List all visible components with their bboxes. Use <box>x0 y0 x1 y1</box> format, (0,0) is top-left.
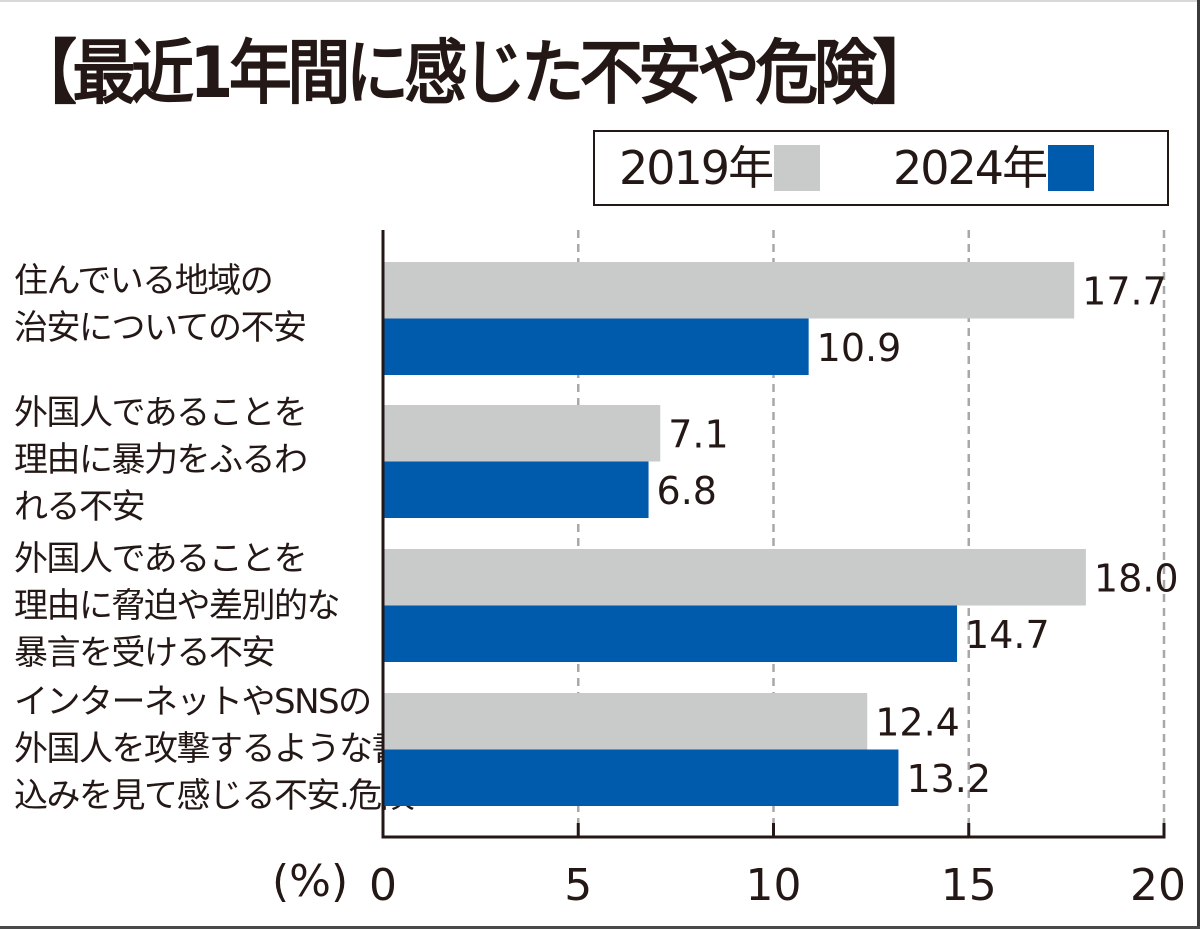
category-label-line: 外国人を攻撃するような書き <box>14 729 438 769</box>
bars: 17.7 7.1 18.0 12.4 10.9 6.8 14.7 13.2 <box>383 262 1179 806</box>
bar-2019 <box>383 405 661 462</box>
bar-2019 <box>383 549 1086 606</box>
legend: 2019年 2024年 <box>593 130 1169 206</box>
category-label-line: 理由に脅迫や差別的な <box>14 586 341 626</box>
category-label: インターネットやSNSの 外国人を攻撃するような書き 込みを見て感じる不安.危険 <box>14 679 438 820</box>
data-label: 6.8 <box>657 469 717 513</box>
legend-swatch-2019 <box>774 145 821 191</box>
category-label-line: 外国人であることを <box>14 393 308 433</box>
x-tick-label: 5 <box>564 860 592 911</box>
data-label: 13.2 <box>906 757 991 801</box>
chart-title: 【最近1年間に感じた不安や危険】 <box>14 32 935 114</box>
bar-2024 <box>383 749 899 806</box>
legend-item-2019: 2019年 <box>619 132 821 204</box>
frame-right-border <box>1197 0 1200 929</box>
data-label: 18.0 <box>1094 556 1179 600</box>
legend-label-2019: 2019年 <box>619 141 774 195</box>
category-label-line: 暴言を受ける不安 <box>14 633 276 673</box>
bar-2024 <box>383 318 809 375</box>
x-tick-label: 10 <box>746 860 802 911</box>
legend-swatch-2024 <box>1048 145 1095 191</box>
data-label: 7.1 <box>668 412 728 456</box>
bar-2019 <box>383 262 1075 319</box>
axes <box>381 230 1166 839</box>
bar-2019 <box>383 693 868 750</box>
data-label: 12.4 <box>875 700 960 744</box>
category-label: 外国人であることを 理由に暴力をふるわ れる不安 <box>14 390 374 531</box>
x-tick-label: 0 <box>369 860 397 911</box>
legend-item-2024: 2024年 <box>893 132 1095 204</box>
x-axis-unit-label: (%) <box>272 856 349 907</box>
data-label: 10.9 <box>817 326 902 370</box>
frame-bottom-border <box>0 926 1200 929</box>
category-label-line: 住んでいる地域の <box>14 261 274 301</box>
category-label-line: インターネットやSNSの <box>14 682 372 722</box>
data-label: 14.7 <box>965 613 1050 657</box>
category-label-line: 外国人であることを <box>14 539 308 579</box>
category-label: 住んでいる地域の 治安についての不安 <box>14 258 374 352</box>
x-tick-labels: 0 5 10 15 20 <box>369 860 1186 911</box>
category-label-line: 治安についての不安 <box>14 308 307 348</box>
bar-2024 <box>383 605 958 662</box>
legend-label-2024: 2024年 <box>893 141 1048 195</box>
data-label: 17.7 <box>1082 269 1167 313</box>
x-tick-label: 20 <box>1130 860 1186 911</box>
category-label-line: れる不安 <box>14 487 146 527</box>
category-label-line: 込みを見て感じる不安.危険 <box>14 776 415 816</box>
frame-top-border <box>0 0 1200 2</box>
category-label: 外国人であることを 理由に脅迫や差別的な 暴言を受ける不安 <box>14 536 374 677</box>
x-tick-label: 15 <box>941 860 997 911</box>
bar-2024 <box>383 461 649 518</box>
category-label-line: 理由に暴力をふるわ <box>14 440 308 480</box>
